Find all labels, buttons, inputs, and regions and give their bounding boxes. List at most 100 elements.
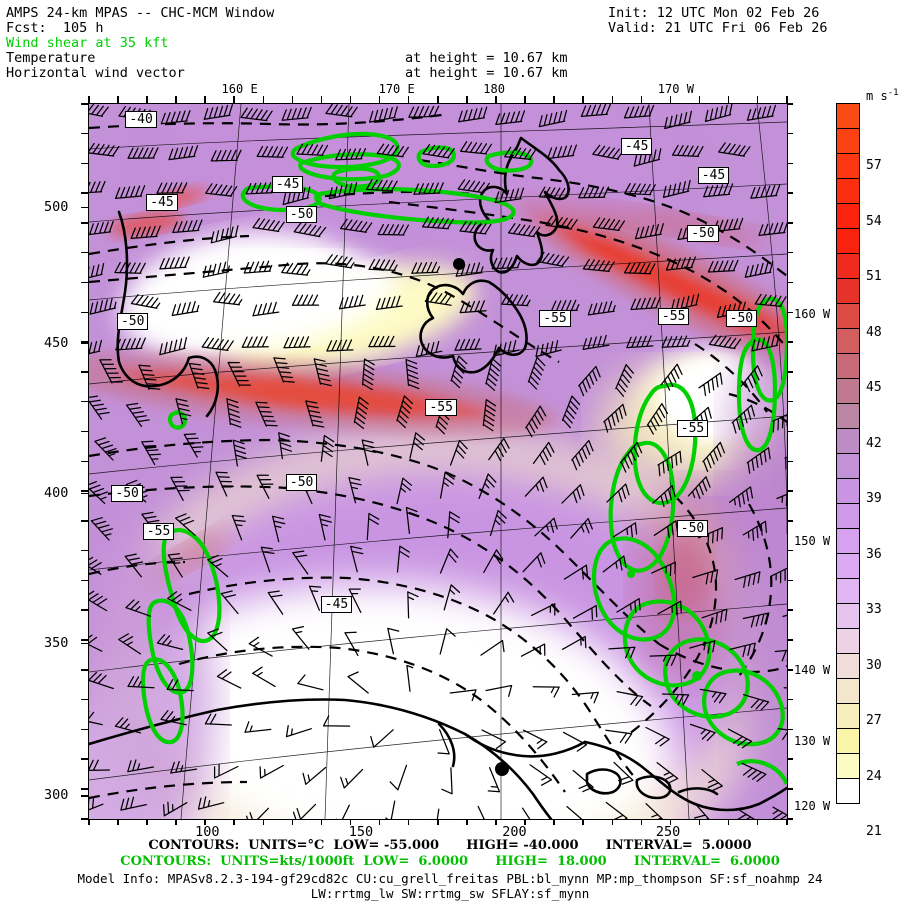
wind-barb — [114, 261, 146, 274]
wind-barb — [657, 600, 682, 616]
wind-barb — [524, 476, 548, 497]
wind-barb — [210, 225, 239, 244]
colorbar-tick-label: 24 — [866, 768, 882, 784]
wind-barb — [689, 723, 716, 742]
map-plot-area[interactable]: -40 -45 -45 -50 -45 -45 -50 -50 -55 -55 -50 -55 -50 -… — [88, 103, 788, 820]
wind-barb — [488, 437, 510, 462]
temperature-contour-label: -45 — [271, 175, 304, 193]
wind-barb — [494, 187, 525, 204]
wind-barb — [729, 642, 756, 658]
wind-barb — [708, 334, 742, 350]
wind-barb — [563, 564, 589, 580]
wind-barb — [521, 807, 531, 819]
axis-tick — [786, 698, 793, 701]
colorbar-cell — [836, 178, 860, 204]
wind-barb — [197, 796, 225, 810]
wind-barb — [571, 691, 599, 704]
wind-barb — [361, 358, 375, 391]
wind-barb — [127, 147, 159, 159]
wind-barb — [313, 358, 332, 387]
header-fcst: Fcst: 105 h — [6, 20, 104, 36]
wind-barb — [572, 769, 594, 793]
axis-tick — [727, 96, 730, 103]
wind-barb — [652, 485, 676, 508]
axis-tick — [786, 430, 793, 433]
axis-tick — [786, 728, 793, 731]
axis-tick — [81, 162, 88, 165]
colorbar-cell — [836, 128, 860, 154]
wind-barb — [318, 513, 332, 541]
colorbar-cell — [836, 453, 860, 479]
wind-barb — [89, 104, 109, 117]
wind-barb — [697, 527, 724, 546]
wind-barb — [241, 336, 269, 348]
wind-barb — [207, 628, 228, 652]
wind-barb — [167, 591, 192, 611]
wind-barb — [203, 104, 234, 120]
wind-barb — [772, 414, 787, 433]
axis-tick — [786, 341, 793, 343]
wind-barb — [619, 441, 643, 473]
wind-barb — [740, 365, 763, 393]
colorbar-cell — [836, 353, 860, 379]
wind-barb — [406, 664, 414, 692]
wind-barb — [407, 591, 419, 619]
wind-barb — [411, 261, 441, 274]
wind-barb — [166, 678, 194, 692]
axis-tick — [553, 818, 555, 825]
wind-barb — [605, 801, 628, 819]
wind-barb — [370, 729, 394, 748]
wind-barb — [408, 105, 440, 118]
colorbar-cell — [836, 578, 860, 604]
wind-barb — [616, 690, 644, 707]
wind-barb — [396, 477, 413, 505]
wind-barb — [634, 223, 664, 240]
station-marker-christchurch — [453, 258, 465, 270]
wind-barb — [742, 694, 770, 711]
station-marker-mcmurdo — [495, 762, 509, 776]
contour-labels: -40 -45 -45 -50 -45 -45 -50 -50 -55 -55 -50 -55 -50 -… — [89, 104, 787, 819]
wind-barb — [742, 612, 770, 628]
wind-barb — [170, 476, 190, 502]
axis-tick — [81, 788, 88, 790]
temperature-contour-label: -55 — [657, 308, 690, 326]
longitude-label: 170 W — [657, 82, 694, 96]
wind-barb — [605, 729, 633, 744]
axis-tick — [786, 103, 793, 105]
wind-barb — [361, 439, 376, 466]
x-axis-tick-label: 200 — [502, 824, 527, 840]
colorbar-cell — [836, 553, 860, 579]
wind-barb — [368, 258, 398, 272]
longitude-label: 180 — [483, 82, 505, 96]
wind-barb — [220, 590, 239, 615]
colorbar[interactable] — [836, 103, 860, 804]
wind-barb — [562, 731, 588, 752]
colorbar-cell — [836, 703, 860, 729]
wind-barb — [376, 143, 409, 158]
colorbar-cell — [836, 278, 860, 304]
wind-barb — [389, 764, 408, 791]
wind-barb — [89, 262, 105, 279]
axis-tick — [553, 96, 555, 103]
colorbar-cell — [836, 753, 860, 779]
wind-barb — [649, 654, 677, 667]
wind-barb — [504, 146, 537, 161]
axis-tick — [81, 222, 88, 224]
axis-tick — [727, 818, 730, 825]
wind-barb — [89, 556, 102, 575]
wind-barb — [368, 106, 398, 123]
axis-tick — [262, 96, 264, 103]
wind-barb — [630, 296, 661, 311]
wind-barb — [89, 796, 104, 811]
wind-barb — [339, 218, 373, 233]
wind-barb — [396, 395, 414, 429]
y-axis-tick — [81, 795, 88, 797]
wind-barb — [127, 759, 155, 773]
wind-barb — [701, 769, 723, 792]
wind-barb — [661, 693, 690, 706]
temperature-contour-label: -50 — [687, 225, 719, 243]
axis-tick — [175, 96, 177, 103]
wind-barb — [485, 684, 513, 697]
longitude-label: 120 W — [794, 798, 831, 813]
axis-tick — [81, 728, 88, 731]
